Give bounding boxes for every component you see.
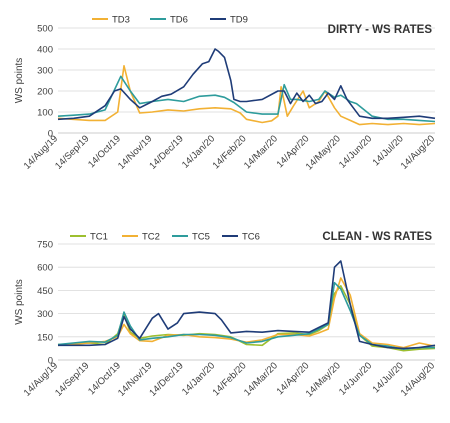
legend-label-TD6: TD6: [170, 15, 188, 26]
x-tick-label: 14/Mar/20: [242, 360, 280, 398]
x-tick-label: 14/Sep/19: [53, 133, 91, 171]
y-tick-label: 200: [37, 87, 53, 98]
series-line-TC5: [57, 281, 435, 350]
series-line-TC2: [57, 277, 436, 349]
y-tick-label: 300: [37, 66, 53, 77]
y-tick-label: 150: [37, 332, 53, 343]
legend-label-TD3: TD3: [112, 15, 130, 26]
x-tick-label: 14/Sep/19: [53, 360, 91, 398]
x-tick-label: 14/Dec/19: [147, 360, 185, 398]
y-tick-label: 300: [37, 309, 53, 320]
legend-label-TC2: TC2: [142, 232, 160, 243]
chart-title: CLEAN - WS RATES: [322, 231, 432, 243]
y-tick-label: 600: [37, 263, 53, 274]
y-tick-label: 500: [37, 24, 53, 35]
x-tick-label: 14/Dec/19: [147, 133, 185, 171]
x-tick-label: 14/Jun/20: [337, 133, 374, 170]
y-tick-label: 100: [37, 108, 53, 119]
series-line-TC6: [58, 260, 436, 350]
chart-title: DIRTY - WS RATES: [328, 24, 433, 36]
x-tick-label: 14/Aug/20: [399, 133, 437, 171]
legend-label-TC5: TC5: [192, 232, 210, 243]
y-tick-label: 750: [37, 240, 53, 251]
legend-label-TC6: TC6: [242, 232, 260, 243]
y-tick-label: 0: [48, 356, 53, 367]
series-line-TC1: [57, 285, 436, 352]
legend-label-TD9: TD9: [230, 15, 248, 26]
legend-label-TC1: TC1: [90, 232, 108, 243]
x-tick-label: 14/Mar/20: [242, 133, 280, 171]
x-tick-label: 14/May/20: [304, 360, 343, 399]
series-line-TD9: [57, 48, 436, 121]
y-tick-label: 400: [37, 45, 53, 56]
y-tick-label: 450: [37, 286, 53, 297]
x-tick-label: 14/Aug/20: [399, 360, 437, 398]
y-axis-label: WS points: [14, 58, 25, 104]
series-line-TD6: [57, 75, 436, 123]
x-tick-label: 14/Jun/20: [337, 360, 374, 397]
x-tick-label: 14/May/20: [304, 133, 343, 172]
series-line-TD3: [57, 65, 436, 126]
y-axis-label: WS points: [14, 279, 25, 325]
y-tick-label: 0: [48, 129, 53, 140]
